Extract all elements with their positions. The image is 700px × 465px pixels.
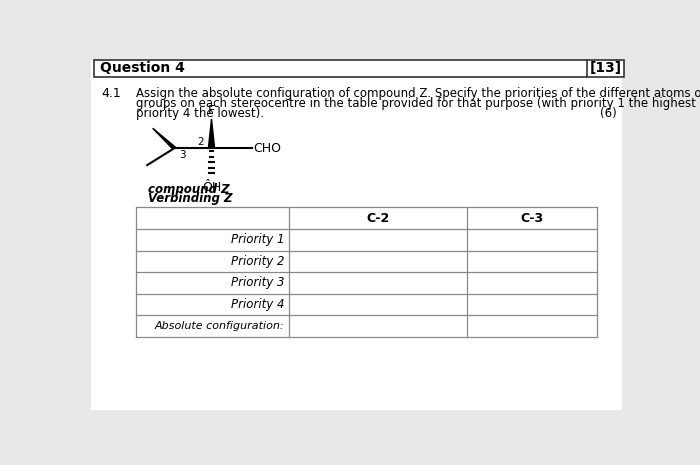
Text: groups on each stereocentre in the table provided for that purpose (with priorit: groups on each stereocentre in the table… xyxy=(136,97,700,110)
Polygon shape xyxy=(153,128,176,148)
Text: CHO: CHO xyxy=(253,142,281,155)
Text: 4.1: 4.1 xyxy=(102,87,121,100)
Text: ÔH: ÔH xyxy=(202,180,221,193)
Text: Absolute configuration:: Absolute configuration: xyxy=(155,321,284,331)
Text: 3: 3 xyxy=(179,150,186,160)
Text: priority 4 the lowest).: priority 4 the lowest). xyxy=(136,107,263,120)
Text: 2: 2 xyxy=(197,138,204,147)
FancyBboxPatch shape xyxy=(94,60,624,77)
Text: Priority 2: Priority 2 xyxy=(231,255,284,268)
Text: Priority 3: Priority 3 xyxy=(231,277,284,289)
Text: Question 4: Question 4 xyxy=(100,61,185,75)
Text: Verbinding Z: Verbinding Z xyxy=(148,192,232,205)
Text: Priority 1: Priority 1 xyxy=(231,233,284,246)
Text: F: F xyxy=(208,104,215,117)
Text: Assign the absolute configuration of compound Z. Specify the priorities of the d: Assign the absolute configuration of com… xyxy=(136,87,700,100)
Text: [13]: [13] xyxy=(590,61,622,75)
Text: (6): (6) xyxy=(600,107,617,120)
Text: C-2: C-2 xyxy=(367,212,390,225)
Text: C-3: C-3 xyxy=(521,212,544,225)
Text: compound Z: compound Z xyxy=(148,183,230,196)
Text: Priority 4: Priority 4 xyxy=(231,298,284,311)
FancyBboxPatch shape xyxy=(92,60,622,410)
Polygon shape xyxy=(209,119,215,148)
